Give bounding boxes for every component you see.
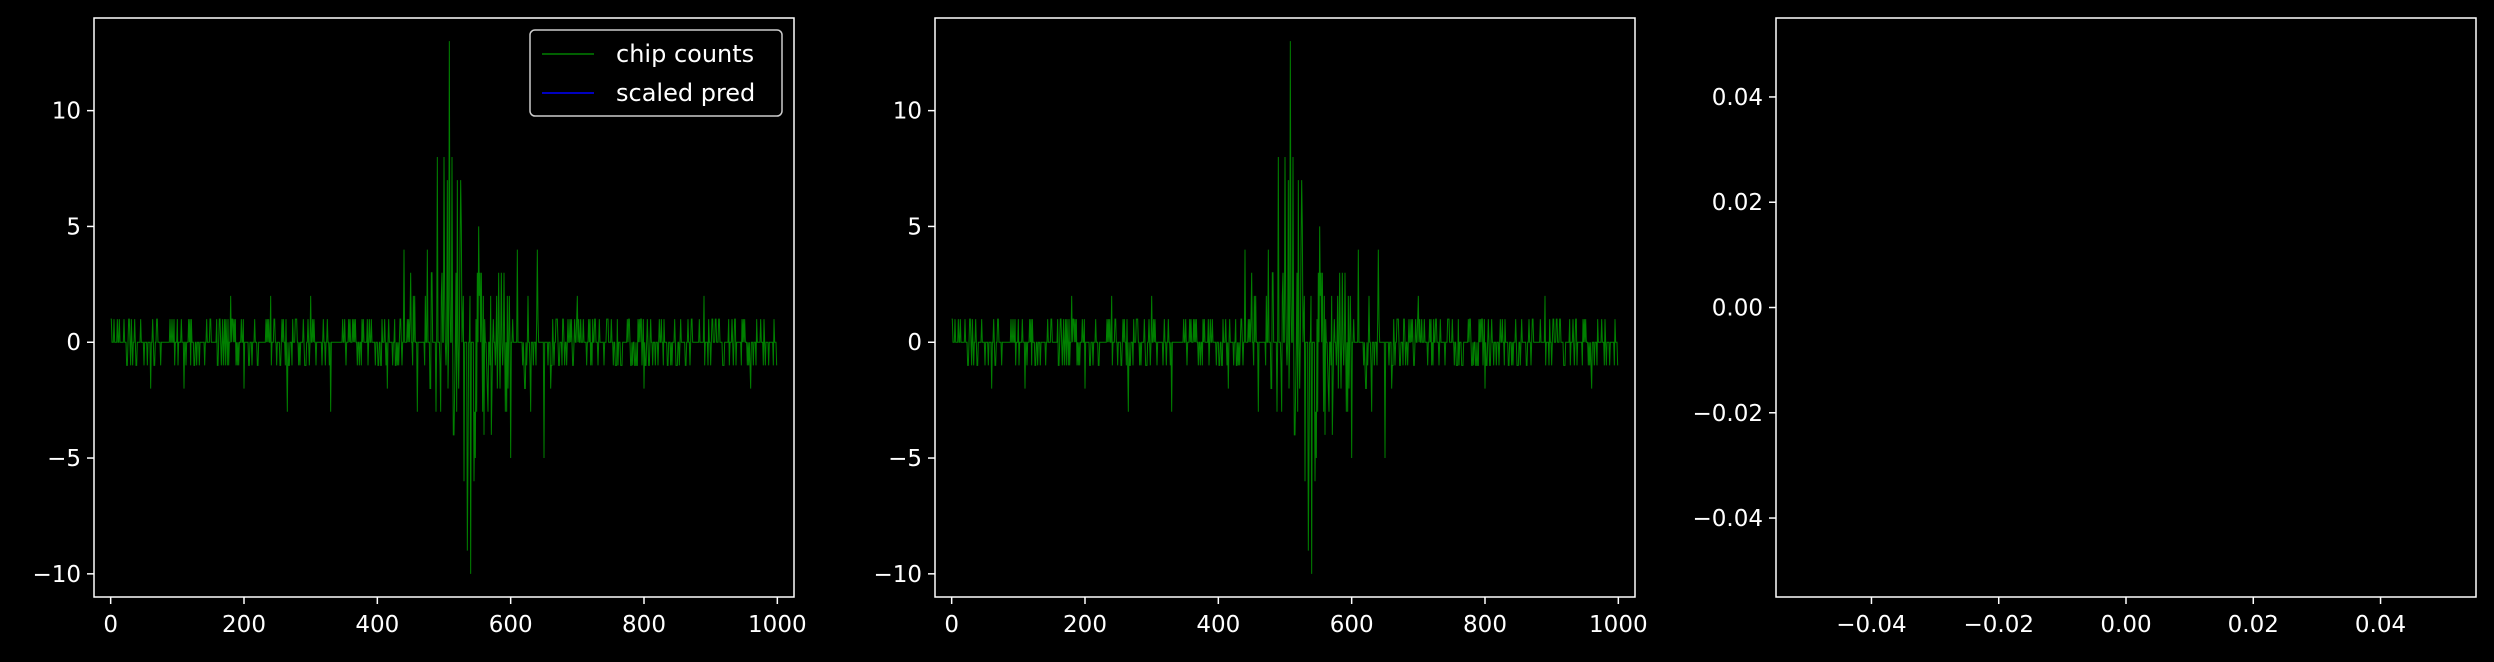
y-tick-label: 0 bbox=[66, 330, 81, 356]
x-tick-label: 200 bbox=[1063, 612, 1107, 638]
legend-box bbox=[529, 29, 783, 117]
axes-frame bbox=[934, 17, 1636, 598]
x-tick-label: 0.00 bbox=[2100, 612, 2151, 638]
x-tick-label: 600 bbox=[489, 612, 533, 638]
x-tick-label: −0.04 bbox=[1836, 612, 1906, 638]
x-tick-label: 0 bbox=[103, 612, 118, 638]
x-tick-label: 0 bbox=[944, 612, 959, 638]
y-tick-label: −10 bbox=[32, 562, 81, 588]
y-tick-label: −10 bbox=[873, 562, 922, 588]
series-line-chip-counts bbox=[110, 41, 778, 574]
subplot-left: 0 200 400 600 800 1000 −10 −5 0 5 10 chip counts sca… bbox=[32, 17, 807, 638]
y-tick-label: 5 bbox=[66, 214, 81, 240]
y-tick-label: 0 bbox=[907, 330, 922, 356]
y-tick-label: −5 bbox=[47, 446, 81, 472]
y-tick-label: −0.02 bbox=[1693, 401, 1763, 427]
x-tick-label: 400 bbox=[355, 612, 399, 638]
legend-label: chip counts bbox=[616, 40, 754, 68]
x-tick-label: 400 bbox=[1196, 612, 1240, 638]
y-tick-label: 0.02 bbox=[1712, 190, 1763, 216]
series-line-chip-counts bbox=[951, 41, 1619, 574]
y-tick-label: 0.04 bbox=[1712, 85, 1763, 111]
x-tick-label: 200 bbox=[222, 612, 266, 638]
y-tick-label: −0.04 bbox=[1693, 506, 1763, 532]
subplot-right: −0.04 −0.02 0.00 0.02 0.04 −0.04 −0.02 0.00 0.02… bbox=[1693, 17, 2477, 638]
y-tick-label: −5 bbox=[888, 446, 922, 472]
x-tick-label: 800 bbox=[1463, 612, 1507, 638]
legend-label: scaled pred bbox=[616, 79, 755, 107]
x-tick-label: 0.02 bbox=[2228, 612, 2279, 638]
y-tick-label: 10 bbox=[52, 99, 81, 125]
y-tick-label: 10 bbox=[893, 99, 922, 125]
x-tick-label: 800 bbox=[622, 612, 666, 638]
x-tick-label: 600 bbox=[1330, 612, 1374, 638]
x-tick-label: −0.02 bbox=[1963, 612, 2033, 638]
x-tick-label: 0.04 bbox=[2355, 612, 2406, 638]
legend: chip counts scaled pred bbox=[529, 29, 783, 117]
y-tick-label: 5 bbox=[907, 214, 922, 240]
x-tick-label: 1000 bbox=[748, 612, 807, 638]
subplot-middle: 0 200 400 600 800 1000 −10 −5 0 5 10 bbox=[873, 17, 1648, 638]
x-tick-label: 1000 bbox=[1589, 612, 1648, 638]
y-tick-label: 0.00 bbox=[1712, 296, 1763, 322]
axes-frame bbox=[93, 17, 795, 598]
